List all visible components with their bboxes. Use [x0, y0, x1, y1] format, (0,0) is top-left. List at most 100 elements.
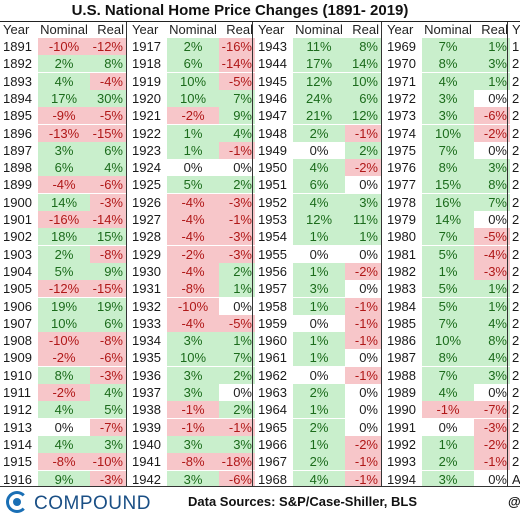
year-cell: 1949	[255, 141, 293, 159]
year-cell: 1982	[384, 262, 422, 280]
real-cell: -4%	[474, 245, 510, 263]
page-title: U.S. National Home Price Changes (1891- …	[71, 2, 409, 19]
real-cell: -3%	[474, 262, 510, 280]
nominal-cell: -2%	[167, 245, 219, 263]
column-header-year: Year	[258, 22, 292, 38]
real-cell: -3%	[219, 193, 255, 211]
year-cell: 1901	[0, 211, 38, 228]
nominal-cell: 14%	[38, 193, 90, 211]
real-cell: 1%	[345, 228, 381, 246]
real-cell: 0%	[345, 176, 381, 194]
real-cell: -15%	[90, 124, 126, 142]
year-cell: 1955	[255, 245, 293, 263]
nominal-cell: 1%	[167, 124, 219, 142]
year-cell: 1940	[129, 435, 167, 453]
real-cell: -6%	[90, 349, 126, 367]
title-bar: U.S. National Home Price Changes (1891- …	[0, 0, 520, 22]
real-cell: 1%	[219, 332, 255, 350]
real-cell: 0%	[474, 384, 510, 401]
nominal-cell: 3%	[167, 366, 219, 384]
column-header-real: Real	[88, 22, 124, 38]
real-cell: -1%	[345, 124, 381, 142]
nominal-cell: 7%	[422, 141, 474, 159]
real-cell: 9%	[90, 262, 126, 280]
real-cell: 1%	[474, 38, 510, 55]
real-cell: 0%	[345, 401, 381, 419]
real-cell: 9%	[219, 107, 255, 125]
real-cell: -2%	[345, 435, 381, 453]
year-cell: 1895	[0, 107, 38, 125]
nominal-cell: 9%	[38, 470, 90, 486]
nominal-cell: 4%	[38, 72, 90, 90]
year-cell: 1924	[129, 159, 167, 177]
real-cell: 0%	[219, 384, 255, 401]
nominal-cell: -9%	[38, 107, 90, 125]
nominal-cell: 14%	[422, 211, 474, 228]
year-cell: 1964	[255, 401, 293, 419]
year-cell-partial: 2	[512, 141, 520, 159]
column-header-real: Real	[472, 22, 508, 38]
nominal-cell: 10%	[167, 349, 219, 367]
nominal-cell: 4%	[293, 159, 345, 177]
year-cell-partial: 2	[512, 72, 520, 90]
real-cell: 0%	[219, 159, 255, 177]
real-cell: -6%	[474, 107, 510, 125]
real-cell: -2%	[474, 435, 510, 453]
nominal-cell: 2%	[293, 124, 345, 142]
table-block: Year Nominal Real 1943 11% 8% 1944 17% 14% 1945 12…	[255, 22, 381, 486]
real-cell: -3%	[219, 245, 255, 263]
column-header-real: Real	[343, 22, 379, 38]
year-cell-partial: 2	[512, 401, 520, 419]
year-cell-partial: 2	[512, 89, 520, 107]
nominal-cell: 4%	[293, 470, 345, 486]
real-cell: -12%	[90, 38, 126, 55]
nominal-cell: 6%	[38, 159, 90, 177]
nominal-cell: 1%	[293, 435, 345, 453]
year-cell: 1966	[255, 435, 293, 453]
real-cell: 4%	[219, 124, 255, 142]
year-cell: 1905	[0, 280, 38, 298]
year-cell: 1975	[384, 141, 422, 159]
table-block: Year Nominal Real 1917 2% -16% 1918 6% -14% 1919 1…	[129, 22, 255, 486]
nominal-cell: 3%	[293, 280, 345, 298]
nominal-cell: 8%	[422, 349, 474, 367]
column-divider	[126, 22, 127, 486]
table-block: Year Nominal Real 1969 7% 1% 1970 8% 3% 1971 4% 1% 1…	[384, 22, 510, 486]
real-cell: -18%	[219, 453, 255, 471]
real-cell: 0%	[345, 384, 381, 401]
real-cell: 8%	[345, 38, 381, 55]
year-cell: 1902	[0, 228, 38, 246]
year-cell: 1894	[0, 89, 38, 107]
real-cell: 4%	[90, 159, 126, 177]
real-cell: 0%	[474, 211, 510, 228]
nominal-cell: 6%	[167, 55, 219, 73]
year-cell: 1979	[384, 211, 422, 228]
twitter-handle: @	[508, 494, 520, 509]
year-cell: 1960	[255, 332, 293, 350]
year-cell: 1971	[384, 72, 422, 90]
year-cell-partial: 2	[512, 435, 520, 453]
real-cell: -3%	[219, 228, 255, 246]
real-cell: 3%	[474, 55, 510, 73]
nominal-cell: -10%	[38, 332, 90, 350]
year-cell: 1909	[0, 349, 38, 367]
real-cell: 4%	[90, 384, 126, 401]
nominal-cell: -1%	[167, 418, 219, 436]
real-cell: 7%	[219, 89, 255, 107]
year-cell: 1943	[255, 38, 293, 55]
nominal-cell: 1%	[293, 228, 345, 246]
nominal-cell: 3%	[38, 141, 90, 159]
year-cell: 1922	[129, 124, 167, 142]
year-cell: 1926	[129, 193, 167, 211]
year-cell: 1981	[384, 245, 422, 263]
real-cell: -3%	[474, 418, 510, 436]
real-cell: 8%	[90, 55, 126, 73]
year-cell: 1915	[0, 453, 38, 471]
year-cell: 1916	[0, 470, 38, 486]
column-header-year: Year	[132, 22, 166, 38]
year-cell: 1911	[0, 384, 38, 401]
year-cell: 1899	[0, 176, 38, 194]
year-cell: 1989	[384, 384, 422, 401]
year-cell: 1993	[384, 453, 422, 471]
nominal-cell: -2%	[38, 384, 90, 401]
